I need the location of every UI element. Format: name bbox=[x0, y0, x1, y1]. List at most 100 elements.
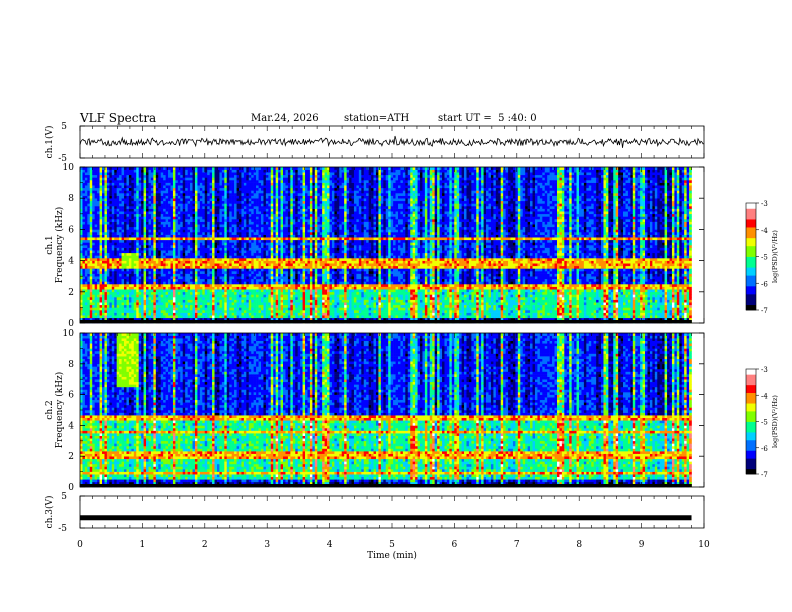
colorbar-segment bbox=[746, 264, 756, 268]
y-tick-label: 8 bbox=[68, 360, 74, 370]
spectrogram-baseline-strip bbox=[80, 484, 692, 487]
colorbar-segment bbox=[746, 471, 756, 475]
y-axis-label-line: Frequency (kHz) bbox=[54, 207, 65, 284]
colorbar-segment bbox=[746, 301, 756, 306]
y-tick-label: -5 bbox=[58, 524, 67, 534]
y-tick-label: 0 bbox=[68, 483, 74, 493]
colorbar-segment bbox=[746, 280, 756, 284]
colorbar-segment bbox=[746, 416, 756, 420]
colorbar-segment bbox=[746, 439, 756, 443]
colorbar-segment bbox=[746, 392, 756, 396]
y-tick-label: 2 bbox=[68, 452, 74, 462]
colorbar-segment bbox=[746, 205, 756, 209]
colorbar-tick-label: -5 bbox=[761, 254, 768, 262]
colorbar-segment bbox=[746, 369, 756, 373]
colorbar-segment bbox=[746, 211, 756, 215]
colorbar-segment bbox=[746, 432, 756, 436]
colorbar-tick-label: -4 bbox=[761, 227, 768, 235]
colorbar-segment bbox=[746, 237, 756, 241]
colorbar-segment bbox=[746, 229, 756, 233]
colorbar-segment bbox=[746, 245, 756, 249]
colorbar-segment bbox=[746, 376, 756, 380]
x-tick-label: 6 bbox=[452, 540, 458, 550]
plot-title: VLF Spectra bbox=[80, 111, 156, 125]
colorbar-label: log(PSD)(V²/Hz) bbox=[771, 230, 779, 283]
colorbar-segment bbox=[746, 248, 756, 252]
colorbar-segment bbox=[746, 227, 756, 231]
colorbar-segment bbox=[746, 267, 756, 271]
x-tick-label: 2 bbox=[202, 540, 208, 550]
ch1-spectrogram bbox=[80, 167, 692, 324]
station-label: station=ATH bbox=[344, 113, 409, 124]
colorbar-segment bbox=[746, 403, 756, 407]
y-axis-label-line: ch.1 bbox=[45, 235, 55, 254]
ch2-spectrogram bbox=[80, 333, 692, 488]
colorbar-segment bbox=[746, 429, 756, 433]
colorbar-segment bbox=[746, 307, 756, 311]
colorbar-segment bbox=[746, 243, 756, 247]
colorbar-segment bbox=[746, 382, 756, 386]
colorbar-tick-label: -7 bbox=[761, 471, 768, 479]
colorbar-segment bbox=[746, 413, 756, 417]
colorbar-segment bbox=[746, 450, 756, 454]
y-tick-label: 0 bbox=[68, 319, 74, 329]
colorbar-segment bbox=[746, 434, 756, 438]
colorbar-segment bbox=[746, 395, 756, 399]
y-tick-label: 10 bbox=[63, 329, 75, 339]
y-axis-label-line: ch.2 bbox=[45, 400, 55, 419]
colorbar-segment bbox=[746, 463, 756, 467]
colorbar-segment bbox=[746, 296, 756, 300]
colorbar-segment bbox=[746, 288, 756, 292]
y-axis-label: ch.2Frequency (kHz) bbox=[45, 372, 65, 449]
colorbar-segment bbox=[746, 293, 756, 298]
y-tick-label: 4 bbox=[68, 257, 74, 267]
x-tick-label: 0 bbox=[77, 540, 83, 550]
colorbar-segment bbox=[746, 460, 756, 464]
colorbar-segment bbox=[746, 277, 756, 281]
colorbar-segment bbox=[746, 232, 756, 236]
colorbar-segment bbox=[746, 418, 756, 422]
colorbar-segment bbox=[746, 379, 756, 383]
ch3-waveform bbox=[80, 515, 692, 521]
colorbar-segment bbox=[746, 371, 756, 375]
colorbar-segment bbox=[746, 458, 756, 462]
colorbar-tick-label: -7 bbox=[761, 307, 768, 315]
y-axis-label: ch.1(V) bbox=[44, 126, 55, 159]
colorbar-segment bbox=[746, 390, 756, 394]
colorbar: -3 -4 -5 -6 -7 log(PSD)(V²/Hz) bbox=[745, 200, 779, 315]
colorbar-segment bbox=[746, 219, 756, 223]
y-tick-label: 4 bbox=[68, 421, 74, 431]
colorbar-segment bbox=[746, 411, 756, 415]
y-tick-label: 2 bbox=[68, 288, 74, 298]
x-tick-label: 4 bbox=[327, 540, 333, 550]
colorbar-segment bbox=[746, 447, 756, 451]
colorbar-segment bbox=[746, 442, 756, 446]
colorbar-tick-label: -6 bbox=[761, 445, 768, 453]
x-tick-label: 7 bbox=[514, 540, 520, 550]
colorbar-segment bbox=[746, 421, 756, 425]
colorbar-segment bbox=[746, 203, 756, 207]
colorbar: -3 -4 -5 -6 -7 log(PSD)(V²/Hz) bbox=[745, 366, 779, 479]
colorbar-segment bbox=[746, 283, 756, 287]
colorbar-segment bbox=[746, 424, 756, 428]
colorbar-segment bbox=[746, 304, 756, 308]
spectrogram-baseline-strip bbox=[80, 320, 692, 323]
colorbar-segment bbox=[746, 445, 756, 449]
x-tick-label: 9 bbox=[639, 540, 645, 550]
colorbar-segment bbox=[746, 216, 756, 220]
colorbar-segment bbox=[746, 224, 756, 228]
y-tick-label: 5 bbox=[61, 122, 67, 132]
colorbar-segment bbox=[746, 453, 756, 457]
colorbar-segment bbox=[746, 397, 756, 401]
colorbar-segment bbox=[746, 269, 756, 273]
colorbar-segment bbox=[746, 272, 756, 276]
colorbar-tick-label: -5 bbox=[761, 419, 768, 427]
colorbar-segment bbox=[746, 291, 756, 295]
x-tick-label: 5 bbox=[389, 540, 395, 550]
colorbar-tick-label: -6 bbox=[761, 280, 768, 288]
start-time-label: start UT = 5 :40: 0 bbox=[438, 113, 537, 124]
y-tick-label: 8 bbox=[68, 194, 74, 204]
ch1-waveform bbox=[79, 135, 705, 148]
colorbar-segment bbox=[746, 455, 756, 459]
date-label: Mar.24, 2026 bbox=[251, 113, 319, 124]
